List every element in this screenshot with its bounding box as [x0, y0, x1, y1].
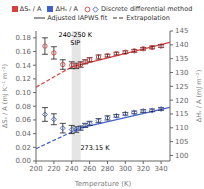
- svg-text:115: 115: [175, 110, 188, 118]
- svg-text:220: 220: [47, 165, 60, 173]
- svg-text:200: 200: [29, 165, 42, 173]
- svg-text:110: 110: [175, 124, 188, 132]
- svg-text:273.15 K: 273.15 K: [80, 144, 110, 152]
- svg-text:135: 135: [175, 55, 188, 63]
- html-text:Extrapolation: Extrapolation: [126, 13, 170, 22]
- svg-text:125: 125: [175, 83, 188, 91]
- html-text:Discrete differential method: Discrete differential method: [101, 4, 193, 13]
- svg-text:145: 145: [175, 27, 188, 35]
- svg-text:0.06: 0.06: [15, 116, 31, 124]
- svg-text:0.12: 0.12: [15, 75, 31, 83]
- svg-text:300: 300: [119, 165, 132, 173]
- svg-text:105: 105: [175, 138, 188, 146]
- svg-text:320: 320: [137, 165, 150, 173]
- svg-text:Temperature (K): Temperature (K): [74, 180, 132, 188]
- html-text:Adjusted IAPWS fit: Adjusted IAPWS fit: [47, 13, 108, 22]
- svg-text:130: 130: [175, 69, 188, 77]
- svg-text:340: 340: [154, 165, 167, 173]
- svg-text:0.14: 0.14: [15, 62, 31, 70]
- svg-text:ΔSₛ / A (mJ K⁻¹ m⁻²): ΔSₛ / A (mJ K⁻¹ m⁻²): [8, 64, 9, 128]
- svg-text:0.04: 0.04: [15, 130, 31, 138]
- svg-text:280: 280: [101, 165, 114, 173]
- svg-text:240-250 KSIP: 240-250 KSIP: [59, 31, 93, 47]
- svg-text:140: 140: [175, 41, 188, 49]
- svg-text:100: 100: [175, 152, 188, 160]
- html-text:ΔSₛ / A: ΔSₛ / A: [19, 4, 42, 13]
- svg-text:0.10: 0.10: [15, 89, 31, 97]
- svg-text:0.16: 0.16: [15, 48, 31, 56]
- svg-text:240: 240: [65, 165, 78, 173]
- html-text:ΔHₛ / A: ΔHₛ / A: [55, 4, 78, 13]
- svg-text:0.08: 0.08: [15, 103, 31, 111]
- svg-text:ΔHₛ / A (mJ m⁻²): ΔHₛ / A (mJ m⁻²): [195, 70, 196, 122]
- svg-text:260: 260: [83, 165, 96, 173]
- svg-text:120: 120: [175, 97, 188, 105]
- svg-text:0.00: 0.00: [15, 157, 31, 165]
- svg-text:0.02: 0.02: [15, 144, 31, 152]
- svg-text:0.18: 0.18: [15, 34, 31, 42]
